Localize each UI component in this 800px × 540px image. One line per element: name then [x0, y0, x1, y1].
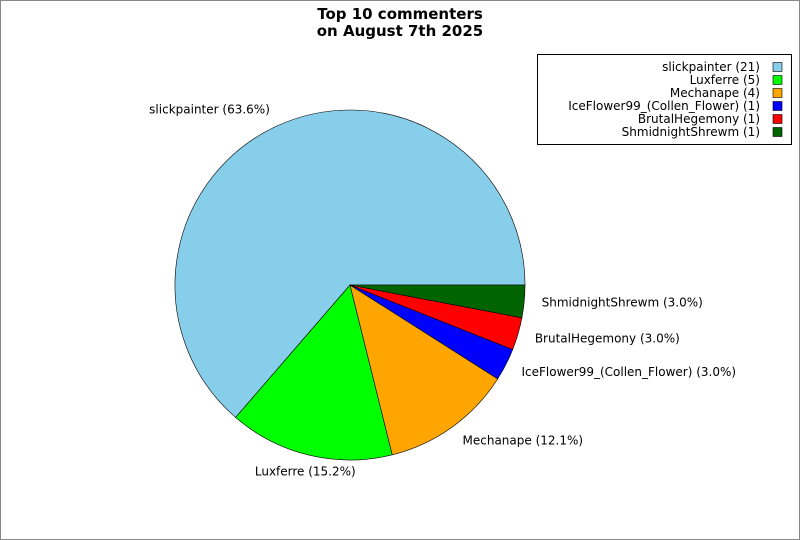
legend-swatch: [772, 75, 783, 85]
legend-label: Luxferre (5): [690, 73, 760, 87]
legend-label: IceFlower99_(Collen_Flower) (1): [568, 99, 760, 113]
legend-label: slickpainter (21): [662, 60, 760, 74]
slice-label: ShmidnightShrewm (3.0%): [542, 296, 703, 310]
slice-label: slickpainter (63.6%): [149, 102, 270, 116]
legend-swatch: [772, 62, 783, 72]
legend-box: [537, 54, 792, 145]
legend-label: BrutalHegemony (1): [638, 112, 760, 126]
slice-label: IceFlower99_(Collen_Flower) (3.0%): [521, 365, 736, 379]
chart-title: Top 10 commenters on August 7th 2025: [316, 5, 484, 40]
legend-swatch: [772, 88, 783, 98]
pie-slice: [349, 284, 499, 456]
legend-label: Mechanape (4): [670, 86, 760, 100]
pie-slice: [349, 284, 526, 319]
slice-label: Luxferre (15.2%): [255, 465, 356, 479]
legend-swatch: [772, 114, 783, 124]
legend-swatch: [772, 101, 783, 111]
slice-label: BrutalHegemony (3.0%): [535, 331, 680, 345]
pie-slice: [235, 284, 393, 461]
slice-label: Mechanape (12.1%): [463, 434, 584, 448]
legend-swatch: [772, 127, 783, 137]
pie-slice: [174, 109, 526, 418]
legend-label: ShmidnightShrewm (1): [622, 125, 760, 139]
